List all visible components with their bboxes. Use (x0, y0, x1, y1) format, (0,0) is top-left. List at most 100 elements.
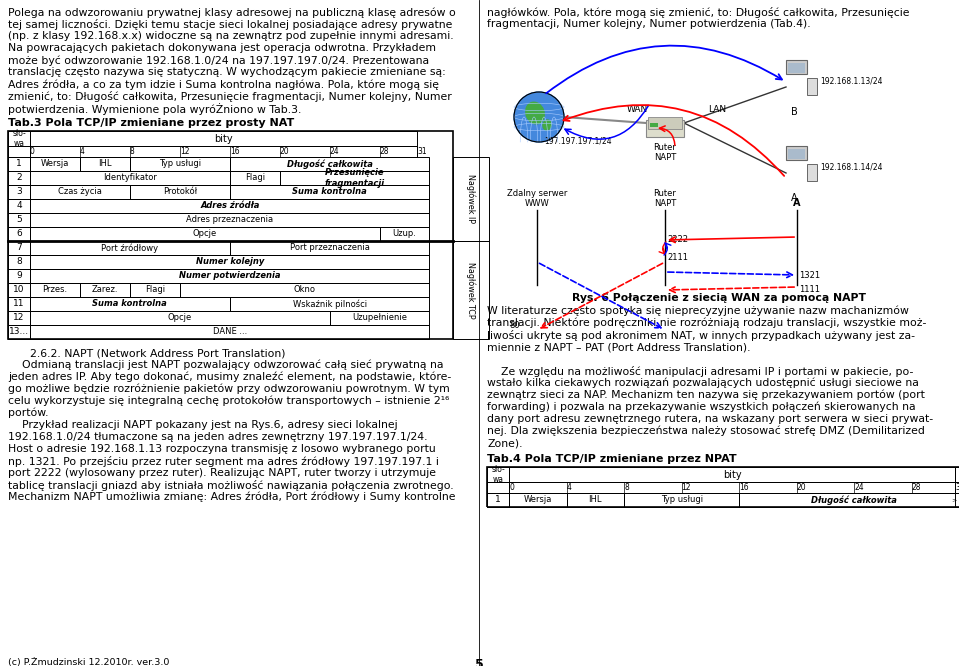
Text: Ze względu na możliwość manipulacji adresami IP i portami w pakiecie, po-: Ze względu na możliwość manipulacji adre… (487, 366, 913, 377)
Text: fragmentacji, Numer kolejny, Numer potwierdzenia (Tab.4).: fragmentacji, Numer kolejny, Numer potwi… (487, 19, 810, 29)
Text: Odmianą translacji jest NAPT pozwalający odwzorować całą sieć prywatną na: Odmianą translacji jest NAPT pozwalający… (8, 360, 443, 370)
Text: Opcje: Opcje (193, 230, 217, 238)
Text: 7: 7 (16, 244, 22, 252)
Bar (129, 185, 230, 199)
Text: 24: 24 (330, 147, 339, 156)
Bar (8, 185, 30, 199)
Text: Tab.3 Pola TCP/IP zmieniane przez prosty NAT: Tab.3 Pola TCP/IP zmieniane przez prosty… (8, 118, 294, 128)
Text: Adres źródła: Adres źródła (200, 202, 260, 210)
Text: B: B (790, 107, 797, 117)
Text: forwarding) i pozwala na przekazywanie wszystkich połączeń skierowanych na: forwarding) i pozwala na przekazywanie w… (487, 402, 916, 412)
Bar (786, 60, 807, 73)
Text: wstało kilka ciekawych rozwiązań pozwalających udostępnić usługi sieciowe na: wstało kilka ciekawych rozwiązań pozwala… (487, 378, 919, 388)
Bar (330, 311, 430, 325)
Text: Tab.4 Pola TCP/IP zmieniane przez NPAT: Tab.4 Pola TCP/IP zmieniane przez NPAT (487, 454, 737, 464)
Text: 10: 10 (13, 286, 25, 294)
Text: 4: 4 (567, 483, 572, 492)
Text: 13...: 13... (9, 328, 29, 336)
Text: 9: 9 (16, 272, 22, 280)
Text: 0: 0 (30, 147, 35, 156)
Text: bity: bity (214, 133, 233, 143)
Bar (30, 241, 230, 255)
Text: 31: 31 (955, 483, 959, 492)
Text: tablicę translacji gniazd aby istniała możliwość nawiązania połączenia zwrotnego: tablicę translacji gniazd aby istniała m… (8, 480, 454, 491)
Text: translację często nazywa się statyczną. W wychodzącym pakiecie zmieniane są:: translację często nazywa się statyczną. … (8, 67, 446, 77)
Text: 11: 11 (13, 300, 25, 308)
Text: 1321: 1321 (799, 270, 820, 280)
Text: Wersja: Wersja (41, 159, 69, 168)
Bar (453, 241, 489, 339)
Bar (739, 493, 959, 507)
Bar (80, 157, 129, 171)
Bar (509, 493, 567, 507)
Text: 8: 8 (624, 483, 629, 492)
Bar (487, 467, 509, 482)
Bar (8, 199, 30, 213)
Bar (807, 164, 817, 180)
Text: Uzup.: Uzup. (392, 230, 416, 238)
Text: 1: 1 (495, 496, 501, 505)
Text: IHL: IHL (589, 496, 602, 505)
Text: 20: 20 (280, 147, 290, 156)
Text: Suma kontrolna: Suma kontrolna (292, 188, 367, 196)
Text: celu wykorzystuje się integralną cechę protokołów transportowych – istnienie 2¹⁶: celu wykorzystuje się integralną cechę p… (8, 396, 450, 406)
Text: zewnątrz sieci za NAP. Mechanizm ten nazywa się przekazywaniem portów (port: zewnątrz sieci za NAP. Mechanizm ten naz… (487, 390, 924, 400)
Bar (807, 78, 817, 95)
Text: 192.168.1.13/24: 192.168.1.13/24 (820, 77, 882, 86)
Text: Adres źródła, a co za tym idzie i Suma kontrolna nagłówa. Pola, które mogą się: Adres źródła, a co za tym idzie i Suma k… (8, 79, 439, 89)
Bar (8, 171, 30, 185)
Text: Numer potwierdzenia: Numer potwierdzenia (179, 272, 280, 280)
Bar (487, 467, 959, 507)
Text: sło-
wa: sło- wa (12, 129, 26, 149)
Text: dany port adresu zewnętrznego rutera, na wskazany port serwera w sieci prywat-: dany port adresu zewnętrznego rutera, na… (487, 414, 933, 424)
Text: Wersja: Wersja (524, 496, 552, 505)
Text: Adres przeznaczenia: Adres przeznaczenia (186, 216, 273, 224)
Bar (8, 146, 30, 157)
Text: 8: 8 (16, 258, 22, 266)
Text: 28: 28 (912, 483, 922, 492)
Bar (230, 171, 280, 185)
Text: port 2222 (wylosowany przez ruter). Realizując NAPT, ruter tworzy i utrzymuje: port 2222 (wylosowany przez ruter). Real… (8, 468, 436, 478)
Bar (567, 493, 624, 507)
Text: WAN: WAN (626, 105, 647, 114)
Text: 1: 1 (16, 159, 22, 168)
Bar (30, 311, 330, 325)
Bar (30, 199, 430, 213)
Text: LAN: LAN (708, 105, 726, 114)
Bar (955, 482, 959, 493)
Bar (230, 185, 430, 199)
Text: 16: 16 (739, 483, 749, 492)
Text: portów.: portów. (8, 408, 49, 418)
Text: bity: bity (723, 470, 741, 480)
Bar (30, 227, 380, 241)
Text: Na powracających pakietach dokonywana jest operacja odwrotna. Przykładem: Na powracających pakietach dokonywana je… (8, 43, 436, 53)
Bar (8, 297, 30, 311)
Text: Rys. 6 Połączenie z siecią WAN za pomocą NAPT: Rys. 6 Połączenie z siecią WAN za pomocą… (573, 293, 867, 303)
Text: A: A (793, 198, 801, 208)
Text: Wskaźnik pilności: Wskaźnik pilności (292, 299, 366, 309)
Bar (786, 146, 807, 159)
Bar (30, 185, 129, 199)
Text: W literaturze często spotyka się nieprecyzyjne używanie nazw machanizmów: W literaturze często spotyka się nieprec… (487, 306, 909, 316)
Text: Czas życia: Czas życia (58, 188, 102, 196)
Text: Przes.: Przes. (42, 286, 67, 294)
Text: Zarez.: Zarez. (92, 286, 118, 294)
Text: Port źródłowy: Port źródłowy (102, 243, 158, 253)
Text: Uzupełnienie: Uzupełnienie (352, 314, 407, 322)
Bar (129, 283, 179, 297)
Bar (30, 171, 230, 185)
Text: 24: 24 (854, 483, 864, 492)
Ellipse shape (526, 102, 545, 124)
Bar (179, 283, 430, 297)
Text: (np. z klasy 192.168.x.x) widoczne są na zewnątrz pod zupełnie innymi adresami.: (np. z klasy 192.168.x.x) widoczne są na… (8, 31, 454, 41)
Bar (30, 269, 430, 283)
Bar (509, 467, 955, 482)
Bar (280, 171, 430, 185)
Bar (955, 467, 959, 482)
Bar (8, 227, 30, 241)
Text: liwości ukryte są pod akronimem NAT, w innych przypadkach używany jest za-: liwości ukryte są pod akronimem NAT, w i… (487, 330, 915, 341)
Text: jeden adres IP. Aby tego dokonać, musimy znaleźć element, na podstawie, które-: jeden adres IP. Aby tego dokonać, musimy… (8, 372, 452, 382)
Text: Flagi: Flagi (245, 174, 265, 182)
Text: 20: 20 (797, 483, 807, 492)
Text: Opcje: Opcje (168, 314, 192, 322)
